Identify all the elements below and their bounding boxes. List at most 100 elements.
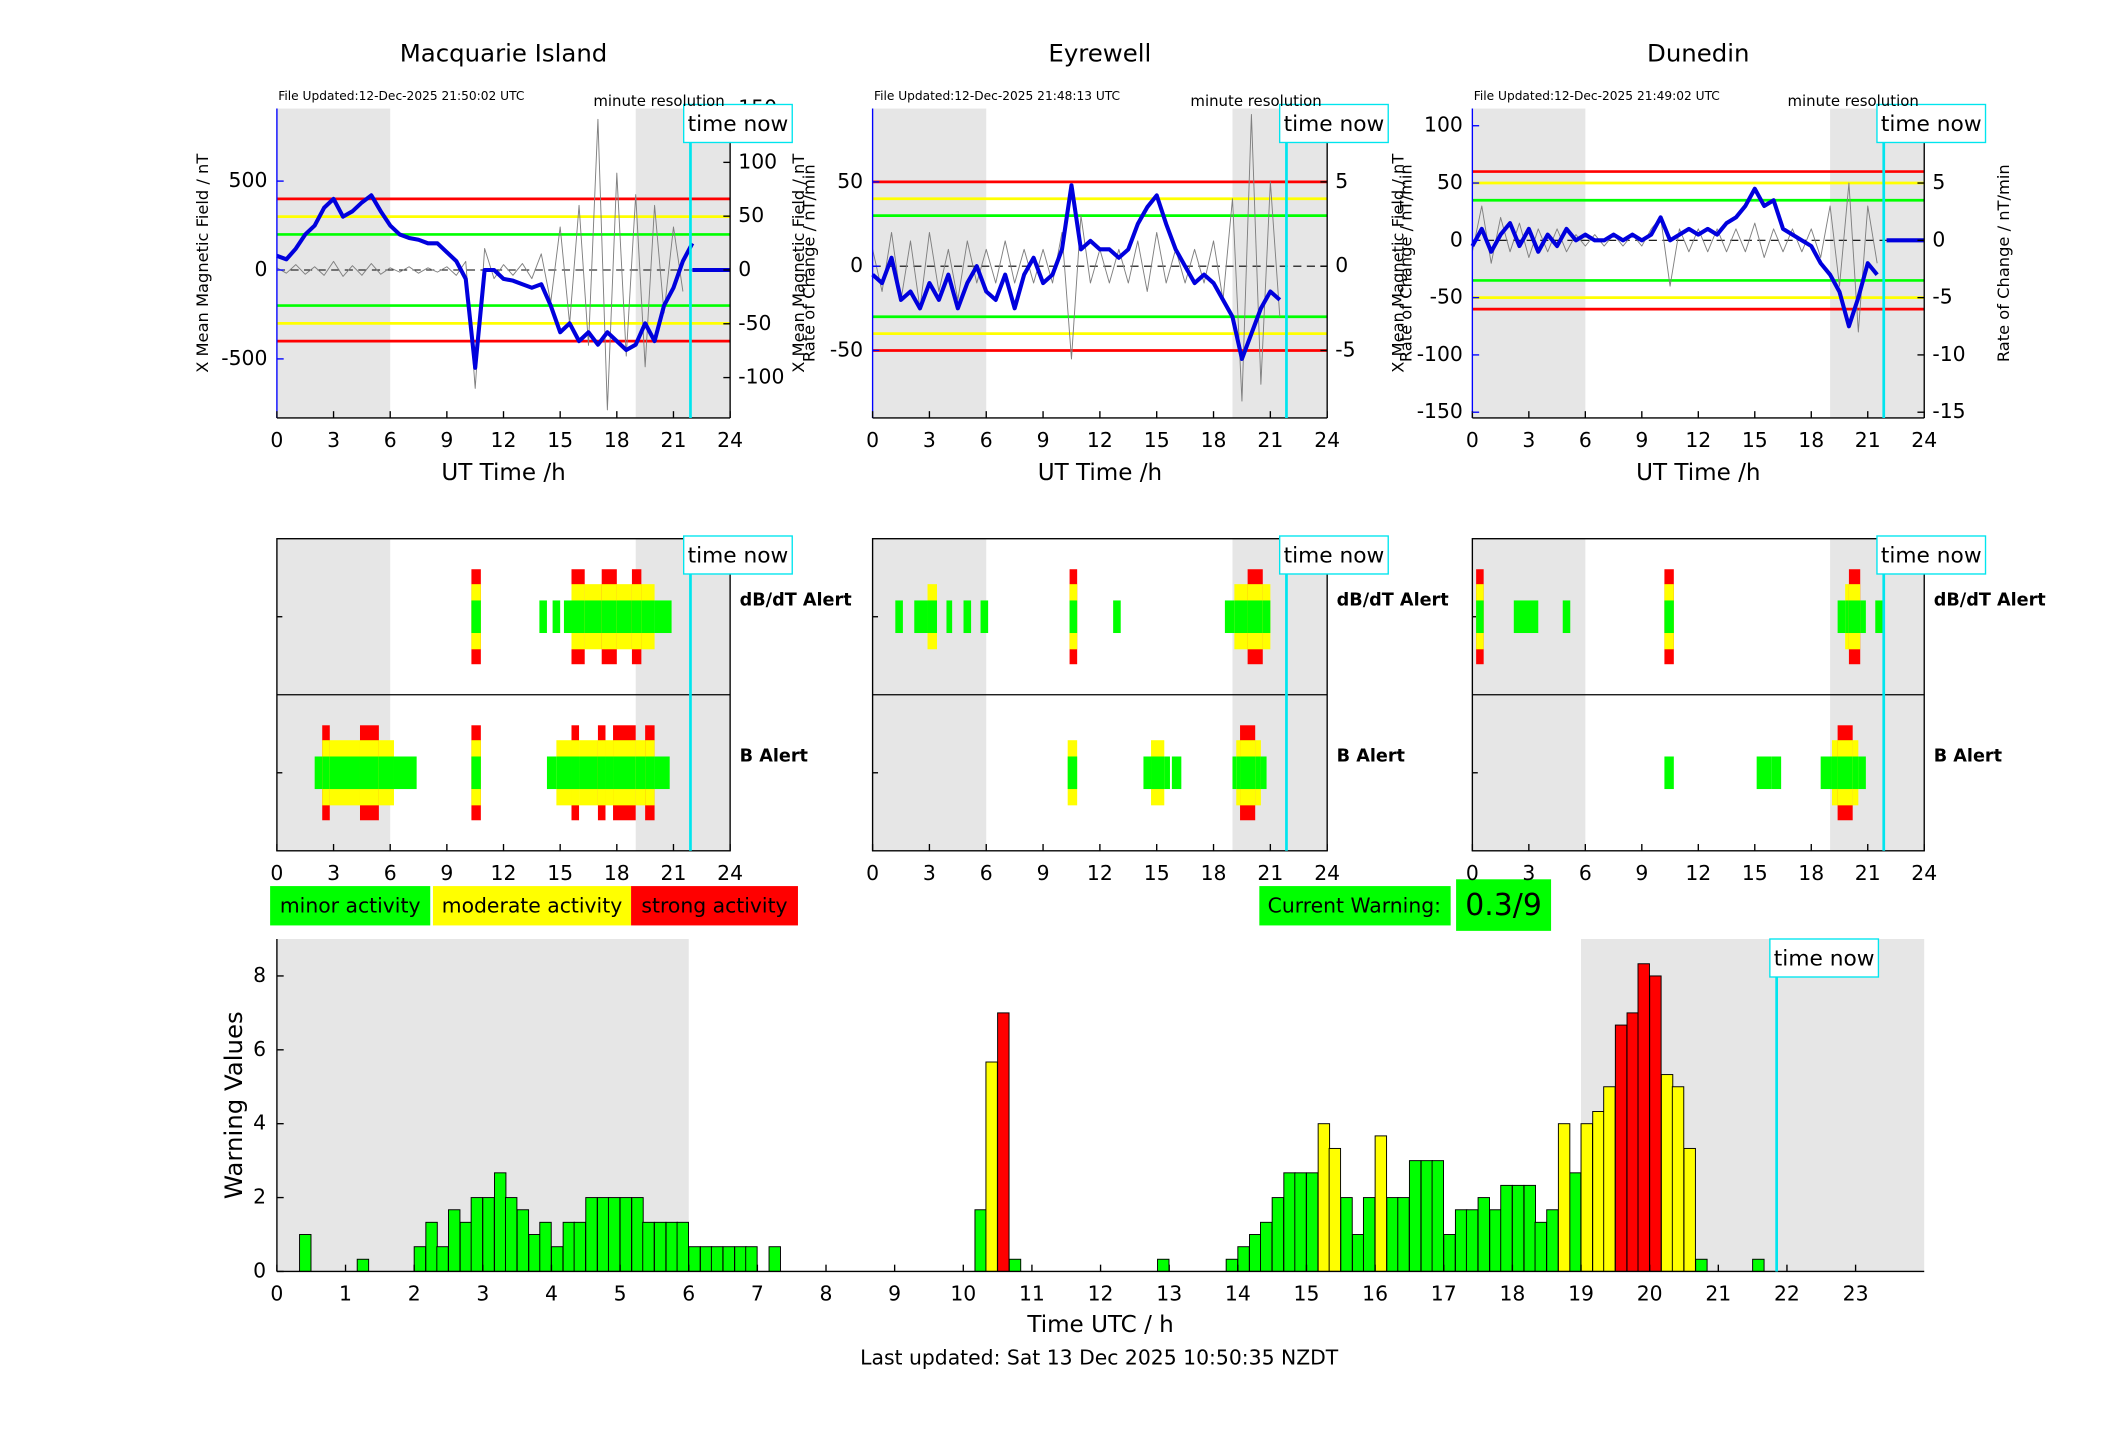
warning-bar (1511, 1184, 1525, 1272)
x-tick-label: 9 (1635, 428, 1648, 452)
warning-bar (710, 1246, 724, 1272)
alert-minor (1664, 600, 1674, 634)
x-tick-label: 15 (1144, 428, 1170, 452)
y-tick-label: -50 (830, 337, 863, 361)
y2-tick-label: -5 (1335, 337, 1355, 361)
alert-minor (571, 756, 580, 790)
warning-bar (1008, 1258, 1022, 1272)
x-tick-label: 24 (1911, 428, 1937, 452)
alert-minor (1756, 756, 1772, 790)
x-tick-label: 6 (1579, 861, 1592, 885)
night-shade (276, 108, 391, 418)
y-tick-label: 500 (229, 168, 268, 192)
alert-minor (378, 756, 394, 790)
x-tick-label: 15 (1742, 861, 1768, 885)
warning-bar (494, 1172, 507, 1272)
y-axis-label: X Mean Magnetic Field / nT (193, 154, 212, 373)
x-tick-label: 12 (1088, 1282, 1114, 1306)
warning-bar (1294, 1172, 1307, 1272)
y2-tick-label: -50 (738, 311, 771, 335)
warning-bar (688, 1246, 701, 1272)
y-axis-label: Warning Values (219, 1011, 248, 1199)
alert-minor (563, 600, 572, 634)
alert-minor (616, 600, 632, 634)
warning-bar (1306, 1172, 1319, 1272)
warning-bar (448, 1209, 461, 1272)
legend-label: moderate activity (442, 893, 622, 917)
x-tick-label: 0 (866, 861, 879, 885)
alert-minor (1848, 600, 1861, 634)
y-axis-label: X Mean Magnetic Field / nT (789, 154, 808, 373)
x-tick-label: 8 (820, 1282, 833, 1306)
x-tick-label: 15 (1742, 428, 1768, 452)
warning-bar (299, 1234, 312, 1272)
resolution-note: minute resolution (1190, 92, 1321, 110)
row-label: dB/dT Alert (1337, 590, 1450, 610)
y2-tick-label: -15 (1932, 399, 1965, 423)
warning-bar (1283, 1172, 1296, 1272)
y2-axis-label: Rate of Change / nT/min (800, 164, 819, 362)
alert-minor (963, 600, 972, 634)
x-tick-label: 4 (545, 1282, 558, 1306)
y-tick-label: 8 (253, 963, 266, 987)
x-tick-label: 1 (339, 1282, 352, 1306)
time-now-box (683, 535, 793, 575)
y-tick-label: 0 (253, 1258, 266, 1282)
current-warning-value-box (1456, 879, 1552, 931)
x-tick-label: 24 (1314, 428, 1340, 452)
alert-minor (1476, 600, 1484, 634)
alert-minor (895, 600, 903, 634)
time-now-label: time now (1284, 543, 1385, 568)
warning-bar (997, 1012, 1010, 1272)
alert-minor (1113, 600, 1121, 634)
warning-bar (1351, 1234, 1365, 1272)
x-tick-label: 21 (1855, 861, 1881, 885)
chart-title: Macquarie Island (400, 38, 608, 67)
warning-bar (1431, 1160, 1445, 1272)
warning-bar (1477, 1197, 1490, 1272)
x-tick-label: 24 (717, 861, 743, 885)
time-now-box (1769, 938, 1880, 978)
x-tick-label: 18 (1499, 1282, 1525, 1306)
y-tick-label: 100 (1424, 113, 1463, 137)
x-tick-label: 6 (980, 428, 993, 452)
warning-bar (1557, 1123, 1571, 1272)
x-tick-label: 15 (1294, 1282, 1320, 1306)
warning-bar (745, 1246, 758, 1272)
warning-bar (653, 1221, 667, 1272)
x-tick-label: 9 (440, 428, 453, 452)
night-shade (1472, 108, 1586, 418)
warning-bar (1603, 1086, 1616, 1272)
alert-minor (1562, 600, 1571, 634)
alert-minor (1875, 600, 1883, 634)
alert-minor (1262, 600, 1271, 634)
warning-bar (1454, 1209, 1468, 1272)
x-tick-label: 5 (614, 1282, 627, 1306)
warning-bar (482, 1197, 495, 1272)
alert-minor (1837, 756, 1853, 790)
x-tick-label: 7 (751, 1282, 764, 1306)
rate-line (872, 113, 1281, 402)
alert-minor (539, 600, 547, 634)
x-tick-label: 0 (270, 861, 283, 885)
time-now-label: time now (1774, 946, 1875, 971)
night-shade (1232, 108, 1328, 418)
warning-bar (425, 1221, 438, 1272)
y2-axis-label: Rate of Change / nT/min (1397, 164, 1416, 362)
legend-swatch (432, 886, 632, 926)
x-tick-label: 0 (270, 1282, 283, 1306)
y2-tick-label: -5 (1932, 285, 1952, 309)
warning-bar (665, 1221, 678, 1272)
y-axis-label: X Mean Magnetic Field / nT (1389, 154, 1408, 373)
x-tick-label: 21 (1257, 861, 1283, 885)
alert-minor (359, 756, 379, 790)
warning-bar (562, 1221, 576, 1272)
x-tick-label: 6 (384, 428, 397, 452)
alert-minor (641, 600, 655, 634)
alert-minor (597, 756, 606, 790)
alert-minor (980, 600, 989, 634)
x-tick-label: 15 (547, 428, 573, 452)
chart-title: Eyrewell (1048, 38, 1151, 67)
alert-minor (605, 756, 614, 790)
warning-bar (596, 1197, 610, 1272)
